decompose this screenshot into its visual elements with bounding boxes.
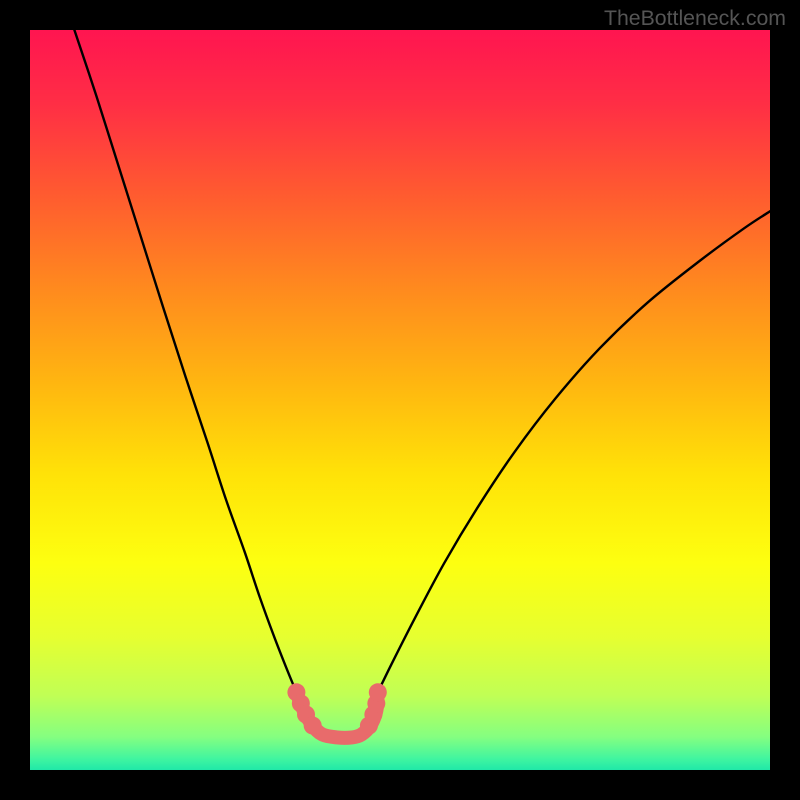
plot-area — [30, 30, 770, 770]
right-curve-path — [378, 211, 770, 692]
left-curve-path — [74, 30, 296, 692]
curve-overlay — [30, 30, 770, 770]
watermark-text: TheBottleneck.com — [604, 6, 786, 31]
trough-marker-dots — [287, 683, 386, 734]
